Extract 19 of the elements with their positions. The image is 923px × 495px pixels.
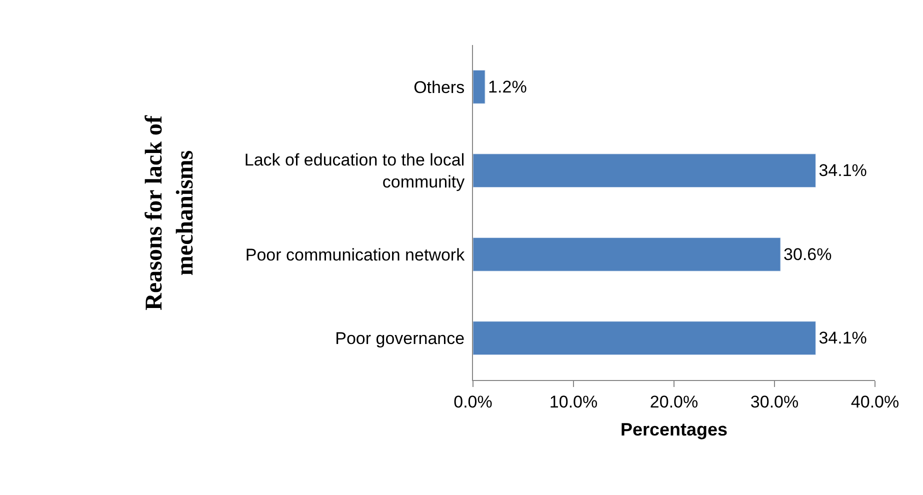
y-tick-label: Lack of education to the local community [244, 150, 466, 192]
data-label: 1.2% [488, 77, 527, 96]
y-tick-label: Others [414, 78, 465, 97]
bar [473, 321, 816, 356]
y-tick-label: Poor governance [335, 329, 465, 348]
bar [473, 237, 781, 272]
x-axis-title: Percentages [620, 420, 728, 440]
bar [473, 154, 816, 188]
x-tick-label: 20.0% [650, 392, 698, 412]
x-tick-label: 30.0% [750, 392, 799, 412]
data-label: 30.6% [784, 244, 832, 264]
bar [473, 70, 486, 104]
x-tick-label: 10.0% [549, 392, 598, 412]
y-axis-title: Reasons for lack of mechanisms [141, 114, 199, 310]
data-label: 34.1% [818, 161, 867, 180]
data-label: 34.1% [818, 328, 867, 348]
x-tick-label: 0.0% [454, 392, 492, 412]
y-tick-label: Poor communication network [245, 245, 466, 264]
x-tick-label: 40.0% [850, 392, 900, 412]
